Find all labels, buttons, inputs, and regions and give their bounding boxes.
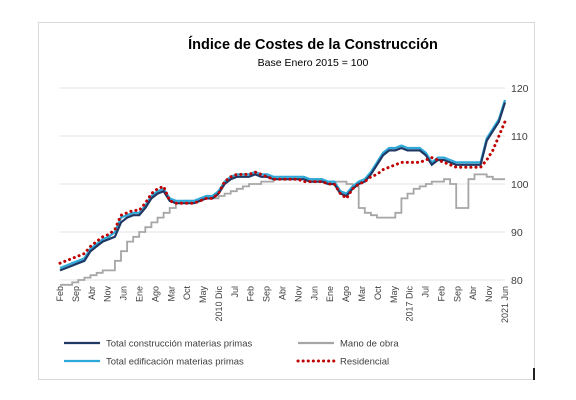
legend-label-2: Mano de obra: [340, 339, 399, 350]
x-tick-label: Ene: [325, 286, 335, 302]
x-tick-label: Sep: [71, 286, 81, 302]
chart-subtitle: Base Enero 2015 = 100: [258, 57, 369, 69]
x-tick-label: Sep: [262, 286, 272, 302]
y-tick-label: 120: [511, 83, 529, 95]
x-tick-label: Ene: [134, 286, 144, 302]
gridlines: [60, 87, 505, 281]
x-tick-label: Nov: [293, 286, 303, 303]
legend: Total construcción materias primas Mano d…: [64, 339, 399, 368]
x-tick-label: Oct: [182, 286, 192, 301]
y-tick-label: 100: [511, 179, 529, 191]
x-tick-label: Jul: [421, 286, 431, 298]
x-tick-label: Sep: [452, 286, 462, 302]
x-tick-label: Abr: [468, 286, 478, 300]
y-axis-ticks: 80 90 100 110 120: [511, 83, 529, 287]
y-tick-label: 80: [511, 275, 523, 287]
series-layer: [58, 99, 507, 286]
x-tick-label: Jun: [309, 286, 319, 301]
x-axis-ticks: Feb Sep Abr Nov Jun Ene Ago Mar Oct May 2010 Dic Ju…: [55, 286, 510, 324]
x-tick-label: Feb: [246, 286, 256, 302]
series-line-3: [58, 120, 507, 265]
x-tick-label: May: [198, 286, 208, 304]
legend-label-3: Residencial: [340, 357, 389, 368]
x-tick-label: Feb: [436, 286, 446, 302]
series-line-0: [59, 102, 507, 272]
x-tick-label: 2017 Dic: [405, 286, 415, 322]
chart-title: Índice de Costes de la Construcción: [188, 36, 438, 53]
x-tick-label: Feb: [55, 286, 65, 302]
x-tick-label: Mar: [357, 286, 367, 302]
y-tick-label: 110: [511, 131, 528, 143]
chart-frame: [38, 22, 535, 380]
series-line-2: [60, 173, 505, 286]
x-tick-label: Ago: [341, 286, 351, 302]
x-tick-label: Nov: [103, 286, 113, 303]
x-tick-label: Jun: [119, 286, 129, 301]
frame-edge-mark: [533, 368, 535, 380]
x-tick-label: Oct: [373, 286, 383, 301]
x-tick-label: Ago: [150, 286, 160, 302]
x-tick-label: Abr: [278, 286, 288, 300]
x-tick-label: Jul: [230, 286, 240, 298]
x-tick-label: Mar: [166, 286, 176, 302]
x-tick-label: Nov: [484, 286, 494, 303]
x-tick-label: 2021 Jun: [500, 286, 510, 323]
x-tick-label: May: [389, 286, 399, 304]
x-tick-label: 2010 Dic: [214, 286, 224, 322]
legend-label-1: Total edificación materias primas: [106, 357, 244, 368]
series-line-1: [59, 99, 507, 270]
x-tick-label: Abr: [87, 286, 97, 300]
y-tick-label: 90: [511, 227, 523, 239]
legend-label-0: Total construcción materias primas: [106, 339, 252, 350]
